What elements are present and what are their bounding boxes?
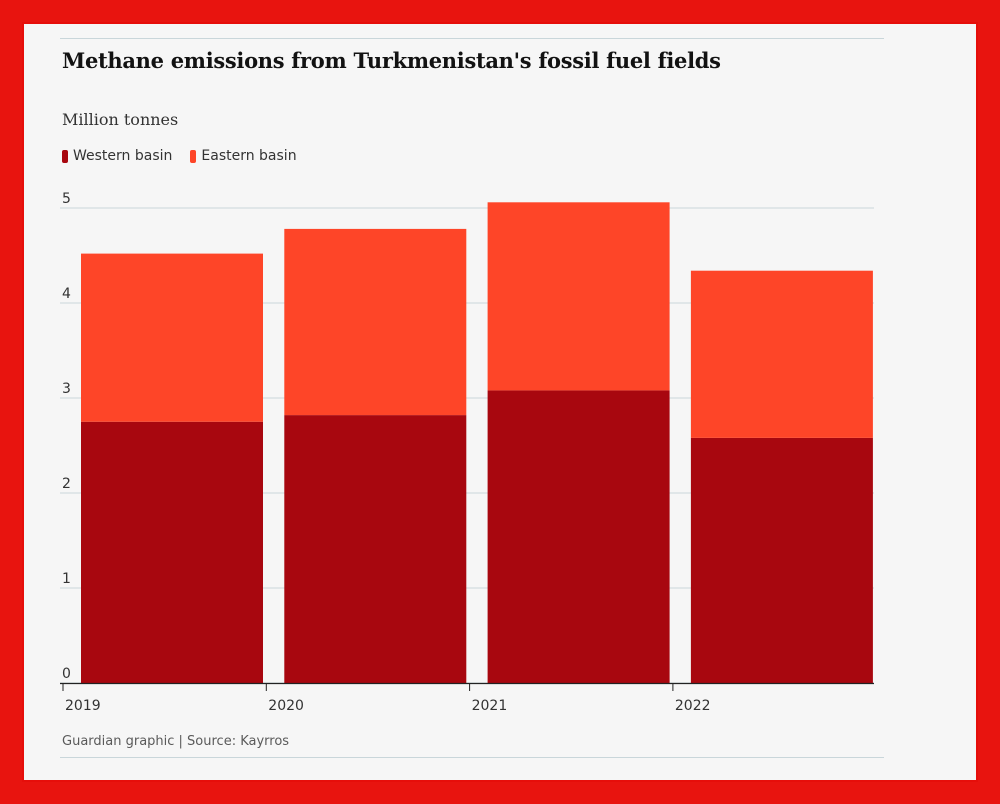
y-tick-label-1: 1 [62, 571, 71, 587]
bar-2019-western [81, 421, 263, 683]
legend-swatch-eastern [190, 149, 197, 163]
top-rule [60, 38, 884, 39]
legend-item-eastern: Eastern basin [190, 148, 297, 164]
bar-2019-eastern [81, 253, 263, 422]
y-tick-label-0: 0 [62, 666, 71, 682]
legend-swatch-western [62, 149, 68, 163]
legend-label-eastern: Eastern basin [201, 148, 297, 164]
bar-2022-western [690, 437, 873, 683]
x-tick-label-2020: 2020 [268, 698, 304, 714]
legend-item-western: Western basin [62, 148, 172, 164]
bar-2022-eastern [690, 270, 873, 438]
x-tick-label-2019: 2019 [65, 698, 101, 714]
y-axis-unit-label: Million tonnes [62, 110, 179, 129]
bar-2021-western [487, 390, 670, 683]
chart-title: Methane emissions from Turkmenistan's fo… [62, 48, 721, 73]
y-tick-label-3: 3 [62, 381, 71, 397]
y-tick-label-4: 4 [62, 286, 71, 302]
legend: Western basin Eastern basin [62, 148, 297, 164]
stacked-bar-chart: 0 1 2 3 4 5 2019 2020 2021 2022 [60, 191, 874, 714]
y-tick-label-2: 2 [62, 476, 71, 492]
bar-2020-eastern [284, 228, 467, 416]
bottom-rule [60, 757, 884, 758]
x-tick-label-2022: 2022 [675, 698, 711, 714]
bar-2021-eastern [487, 202, 670, 391]
bar-2020-western [284, 415, 467, 683]
x-tick-label-2021: 2021 [472, 698, 508, 714]
legend-label-western: Western basin [73, 148, 173, 164]
source-note: Guardian graphic | Source: Kayrros [62, 734, 290, 749]
y-tick-label-5: 5 [62, 191, 71, 207]
